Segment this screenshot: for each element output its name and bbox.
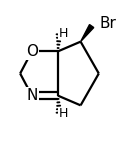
Text: H: H — [59, 107, 68, 120]
Text: O: O — [26, 44, 38, 59]
Text: N: N — [26, 88, 38, 103]
Text: H: H — [59, 27, 68, 40]
Polygon shape — [81, 25, 94, 42]
Text: Br: Br — [99, 16, 116, 31]
